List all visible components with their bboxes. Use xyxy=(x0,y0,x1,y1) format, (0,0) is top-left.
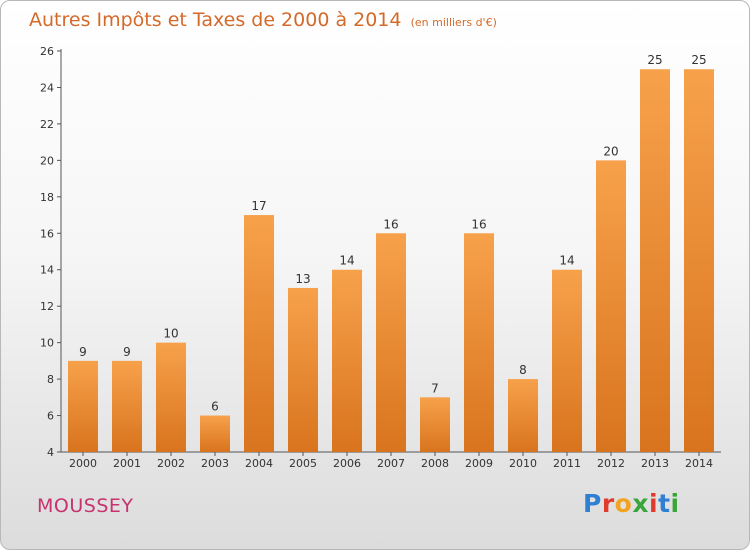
bar xyxy=(464,233,494,452)
x-tick-label: 2007 xyxy=(377,457,405,470)
bar xyxy=(112,360,142,452)
bar xyxy=(288,287,318,452)
x-tick-label: 2008 xyxy=(421,457,449,470)
x-tick-label: 2002 xyxy=(157,457,185,470)
bar-value-label: 16 xyxy=(383,217,398,231)
x-tick-label: 2013 xyxy=(641,457,669,470)
bar xyxy=(596,160,626,452)
x-tick-label: 2000 xyxy=(69,457,97,470)
y-tick-label: 22 xyxy=(40,118,54,131)
bar xyxy=(156,342,186,452)
bar xyxy=(376,233,406,452)
bar-value-label: 14 xyxy=(559,254,574,268)
x-tick-label: 2003 xyxy=(201,457,229,470)
y-tick-label: 16 xyxy=(40,227,54,240)
x-tick-label: 2012 xyxy=(597,457,625,470)
chart-subtitle: (en milliers d'€) xyxy=(410,16,497,29)
y-tick-label: 18 xyxy=(40,191,54,204)
y-tick-label: 10 xyxy=(40,337,54,350)
bar xyxy=(332,269,362,452)
bar-value-label: 20 xyxy=(603,144,618,158)
bar xyxy=(508,379,538,452)
logo-letter: P xyxy=(583,489,602,518)
bar-value-label: 8 xyxy=(519,363,527,377)
bar xyxy=(68,360,98,452)
x-tick-label: 2005 xyxy=(289,457,317,470)
x-tick-label: 2004 xyxy=(245,457,273,470)
bar-value-label: 17 xyxy=(251,199,266,213)
logo-letter: x xyxy=(632,489,649,518)
logo-letter: o xyxy=(614,489,633,518)
bar-value-label: 6 xyxy=(211,400,219,414)
y-tick-label: 8 xyxy=(47,373,54,386)
logo-letter: r xyxy=(601,489,615,518)
x-tick-label: 2006 xyxy=(333,457,361,470)
bar-value-label: 14 xyxy=(339,254,354,268)
x-tick-label: 2011 xyxy=(553,457,581,470)
y-tick-label: 12 xyxy=(40,300,54,313)
bar xyxy=(420,397,450,452)
y-tick-label: 20 xyxy=(40,154,54,167)
bar xyxy=(640,69,670,453)
logo-letter: t xyxy=(658,489,671,518)
x-tick-label: 2014 xyxy=(685,457,713,470)
bar xyxy=(244,215,274,452)
bar-value-label: 25 xyxy=(691,53,706,67)
x-tick-label: 2001 xyxy=(113,457,141,470)
bar-value-label: 9 xyxy=(79,345,87,359)
bar-value-label: 10 xyxy=(163,327,178,341)
chart-title: Autres Impôts et Taxes de 2000 à 2014 xyxy=(29,9,402,31)
bar xyxy=(684,69,714,453)
y-tick-label: 14 xyxy=(40,264,54,277)
logo-letter: i xyxy=(670,489,680,518)
x-tick-label: 2009 xyxy=(465,457,493,470)
proxiti-logo: Proxiti xyxy=(583,489,680,518)
bar-value-label: 13 xyxy=(295,272,310,286)
chart-title-group: Autres Impôts et Taxes de 2000 à 2014 (e… xyxy=(29,9,497,31)
logo-letter: i xyxy=(649,489,659,518)
y-tick-label: 24 xyxy=(40,81,54,94)
bar-value-label: 16 xyxy=(471,217,486,231)
bar xyxy=(552,269,582,452)
bar-value-label: 7 xyxy=(431,381,439,395)
x-tick-label: 2010 xyxy=(509,457,537,470)
bar-value-label: 25 xyxy=(647,53,662,67)
commune-name: MOUSSEY xyxy=(37,495,134,517)
bar xyxy=(200,415,230,452)
bar-value-label: 9 xyxy=(123,345,131,359)
y-tick-label: 26 xyxy=(40,45,54,58)
y-tick-label: 6 xyxy=(47,410,54,423)
y-tick-label: 4 xyxy=(47,446,54,459)
